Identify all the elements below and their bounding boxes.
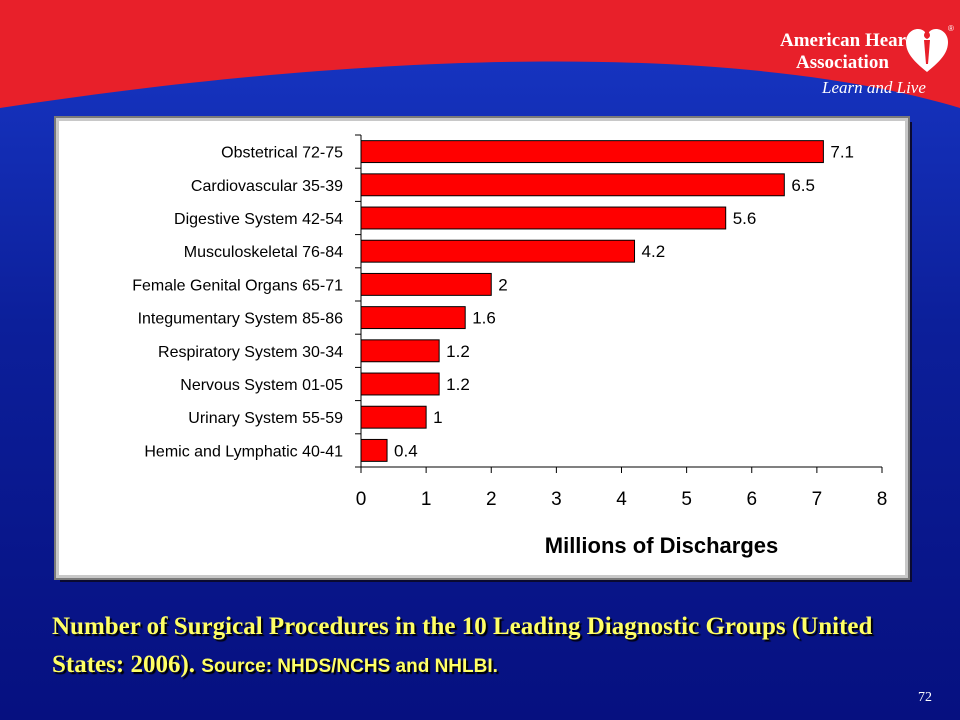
category-label: Integumentary System 85-86 bbox=[138, 311, 344, 328]
value-label: 2 bbox=[498, 275, 507, 294]
bar bbox=[360, 206, 727, 230]
ticks-layer: 0 1 2 3 4 5 6 7 8 bbox=[355, 134, 888, 510]
category-label: Obstetrical 72-75 bbox=[221, 145, 343, 162]
x-tick-label: 7 bbox=[812, 489, 823, 510]
bar bbox=[360, 339, 440, 363]
x-tick-label: 2 bbox=[486, 489, 497, 510]
value-label: 1.2 bbox=[446, 342, 470, 361]
value-label: 0.4 bbox=[394, 441, 418, 460]
heart-torch-icon bbox=[906, 29, 948, 72]
x-tick-label: 6 bbox=[746, 489, 757, 510]
category-label: Musculoskeletal 76-84 bbox=[184, 244, 343, 261]
category-label: Respiratory System 30-34 bbox=[158, 344, 343, 361]
bar bbox=[360, 438, 388, 462]
bar bbox=[360, 372, 440, 396]
slide-caption: Number of Surgical Procedures in the 10 … bbox=[52, 608, 922, 686]
category-label: Female Genital Organs 65-71 bbox=[132, 277, 343, 294]
bar bbox=[360, 173, 785, 197]
bar bbox=[360, 405, 427, 429]
logo-text-line1: American Heart bbox=[780, 30, 913, 51]
caption-title-part1: Number of Surgical Procedures in the 10 … bbox=[52, 613, 786, 640]
x-tick-label: 5 bbox=[681, 489, 692, 510]
bar bbox=[360, 140, 824, 164]
bars-layer: Obstetrical 72-75 7.1 Cardiovascular 35-39… bbox=[132, 140, 854, 462]
bar-chart: Obstetrical 72-75 7.1 Cardiovascular 35-39… bbox=[132, 134, 888, 558]
category-label: Digestive System 42-54 bbox=[174, 211, 343, 228]
x-tick-label: 0 bbox=[356, 489, 367, 510]
x-tick-label: 1 bbox=[421, 489, 432, 510]
x-tick-label: 8 bbox=[877, 489, 888, 510]
aha-logo: American Heart Association Learn and Liv… bbox=[780, 22, 954, 102]
header-red-swoosh bbox=[0, 0, 960, 108]
bar bbox=[360, 272, 492, 296]
logo-tagline: Learn and Live bbox=[822, 78, 926, 97]
x-axis-title: Millions of Discharges bbox=[545, 533, 779, 558]
value-label: 1.2 bbox=[446, 375, 470, 394]
category-label: Nervous System 01-05 bbox=[180, 377, 343, 394]
value-label: 1.6 bbox=[472, 309, 496, 328]
value-label: 6.5 bbox=[791, 176, 815, 195]
caption-title-part2: (United States: 2006). bbox=[52, 613, 873, 678]
bar bbox=[360, 239, 636, 263]
x-tick-label: 3 bbox=[551, 489, 562, 510]
value-label: 4.2 bbox=[642, 242, 666, 261]
chart-panel: Obstetrical 72-75 7.1 Cardiovascular 35-39… bbox=[54, 116, 910, 580]
value-label: 7.1 bbox=[830, 143, 854, 162]
logo-text-line2: Association bbox=[796, 52, 889, 73]
registered-mark: ® bbox=[948, 24, 954, 33]
header-band bbox=[0, 0, 960, 108]
page-number: 72 bbox=[918, 690, 932, 705]
x-tick-label: 4 bbox=[616, 489, 627, 510]
category-label: Urinary System 55-59 bbox=[188, 410, 343, 427]
caption-source: Source: NHDS/NCHS and NHLBI. bbox=[201, 656, 498, 677]
value-label: 5.6 bbox=[733, 209, 757, 228]
category-label: Hemic and Lymphatic 40-41 bbox=[144, 443, 343, 460]
value-label: 1 bbox=[433, 408, 442, 427]
bar bbox=[360, 306, 466, 330]
category-label: Cardiovascular 35-39 bbox=[191, 178, 343, 195]
